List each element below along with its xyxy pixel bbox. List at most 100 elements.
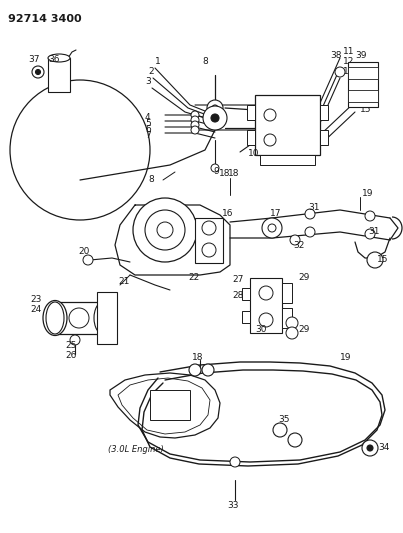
Bar xyxy=(320,105,328,120)
Text: 28: 28 xyxy=(232,290,243,300)
Text: 15: 15 xyxy=(377,255,388,264)
Text: 7: 7 xyxy=(145,132,151,141)
Circle shape xyxy=(362,440,378,456)
Circle shape xyxy=(273,423,287,437)
Text: 19: 19 xyxy=(340,353,351,362)
Bar xyxy=(48,58,70,92)
Text: 15: 15 xyxy=(360,106,372,115)
Polygon shape xyxy=(118,378,210,434)
Bar xyxy=(195,218,223,263)
Circle shape xyxy=(367,252,383,268)
Bar xyxy=(242,311,250,323)
Text: (3.0L Engine): (3.0L Engine) xyxy=(108,446,164,455)
Bar xyxy=(255,95,320,155)
Bar xyxy=(282,283,292,303)
Bar xyxy=(247,130,255,145)
Text: 22: 22 xyxy=(188,273,199,282)
Bar xyxy=(348,90,378,102)
Circle shape xyxy=(286,317,298,329)
Circle shape xyxy=(202,243,216,257)
Text: 32: 32 xyxy=(293,240,304,249)
Circle shape xyxy=(133,198,197,262)
Circle shape xyxy=(367,445,373,451)
Text: 29: 29 xyxy=(298,273,310,282)
Circle shape xyxy=(191,116,199,124)
Ellipse shape xyxy=(43,301,67,335)
Text: 92714 3400: 92714 3400 xyxy=(8,14,82,24)
Bar xyxy=(55,302,103,334)
Circle shape xyxy=(189,364,201,376)
Ellipse shape xyxy=(46,302,64,334)
Text: 12: 12 xyxy=(343,58,354,67)
Text: 31: 31 xyxy=(368,228,380,237)
Text: 9: 9 xyxy=(213,167,219,176)
Circle shape xyxy=(268,224,276,232)
Text: 5: 5 xyxy=(145,119,151,128)
Text: 29: 29 xyxy=(298,326,310,335)
Text: 17: 17 xyxy=(270,208,282,217)
Text: 33: 33 xyxy=(227,500,239,510)
Circle shape xyxy=(286,327,298,339)
Text: 23: 23 xyxy=(30,295,42,304)
Circle shape xyxy=(191,121,199,129)
Bar xyxy=(282,308,292,328)
Text: 16: 16 xyxy=(222,208,233,217)
Circle shape xyxy=(191,111,199,119)
Bar xyxy=(150,390,190,420)
Text: 38: 38 xyxy=(330,51,341,60)
Circle shape xyxy=(262,218,282,238)
Text: 11: 11 xyxy=(343,47,355,56)
Text: 2: 2 xyxy=(148,68,154,77)
Circle shape xyxy=(230,457,240,467)
Text: 6: 6 xyxy=(145,125,151,134)
Text: 34: 34 xyxy=(378,442,389,451)
Circle shape xyxy=(259,286,273,300)
Circle shape xyxy=(305,209,315,219)
Text: 26: 26 xyxy=(65,351,77,360)
Circle shape xyxy=(83,255,93,265)
Bar xyxy=(97,292,117,344)
Text: 18: 18 xyxy=(219,168,231,177)
Circle shape xyxy=(335,67,345,77)
Circle shape xyxy=(207,100,223,116)
Text: 4: 4 xyxy=(145,114,151,123)
Text: 1: 1 xyxy=(155,58,161,67)
Circle shape xyxy=(365,229,375,239)
Circle shape xyxy=(211,164,219,172)
Text: 30: 30 xyxy=(255,326,266,335)
Text: 21: 21 xyxy=(118,278,129,287)
Text: 24: 24 xyxy=(30,305,41,314)
Text: 35: 35 xyxy=(278,416,289,424)
Text: 20: 20 xyxy=(78,247,89,256)
Circle shape xyxy=(203,106,227,130)
Text: 8: 8 xyxy=(148,175,154,184)
Text: 8: 8 xyxy=(202,58,208,67)
Bar xyxy=(260,155,315,165)
Bar xyxy=(348,62,378,107)
Text: 14: 14 xyxy=(360,95,372,104)
Text: 18: 18 xyxy=(192,353,204,362)
Text: 39: 39 xyxy=(355,51,366,60)
Circle shape xyxy=(191,126,199,134)
Circle shape xyxy=(305,227,315,237)
Text: 36: 36 xyxy=(48,55,60,64)
Circle shape xyxy=(211,114,219,122)
Bar xyxy=(320,130,328,145)
Ellipse shape xyxy=(48,54,70,62)
Text: 31: 31 xyxy=(308,204,320,213)
Circle shape xyxy=(32,66,44,78)
Circle shape xyxy=(212,105,218,111)
Circle shape xyxy=(365,211,375,221)
Polygon shape xyxy=(110,373,220,438)
Text: 10: 10 xyxy=(248,149,260,157)
Text: 37: 37 xyxy=(28,55,39,64)
Bar xyxy=(250,278,282,333)
Circle shape xyxy=(264,109,276,121)
Circle shape xyxy=(202,221,216,235)
Circle shape xyxy=(202,364,214,376)
Circle shape xyxy=(35,69,40,75)
Circle shape xyxy=(145,210,185,250)
Circle shape xyxy=(70,335,80,345)
Text: 27: 27 xyxy=(232,276,243,285)
Bar xyxy=(247,105,255,120)
